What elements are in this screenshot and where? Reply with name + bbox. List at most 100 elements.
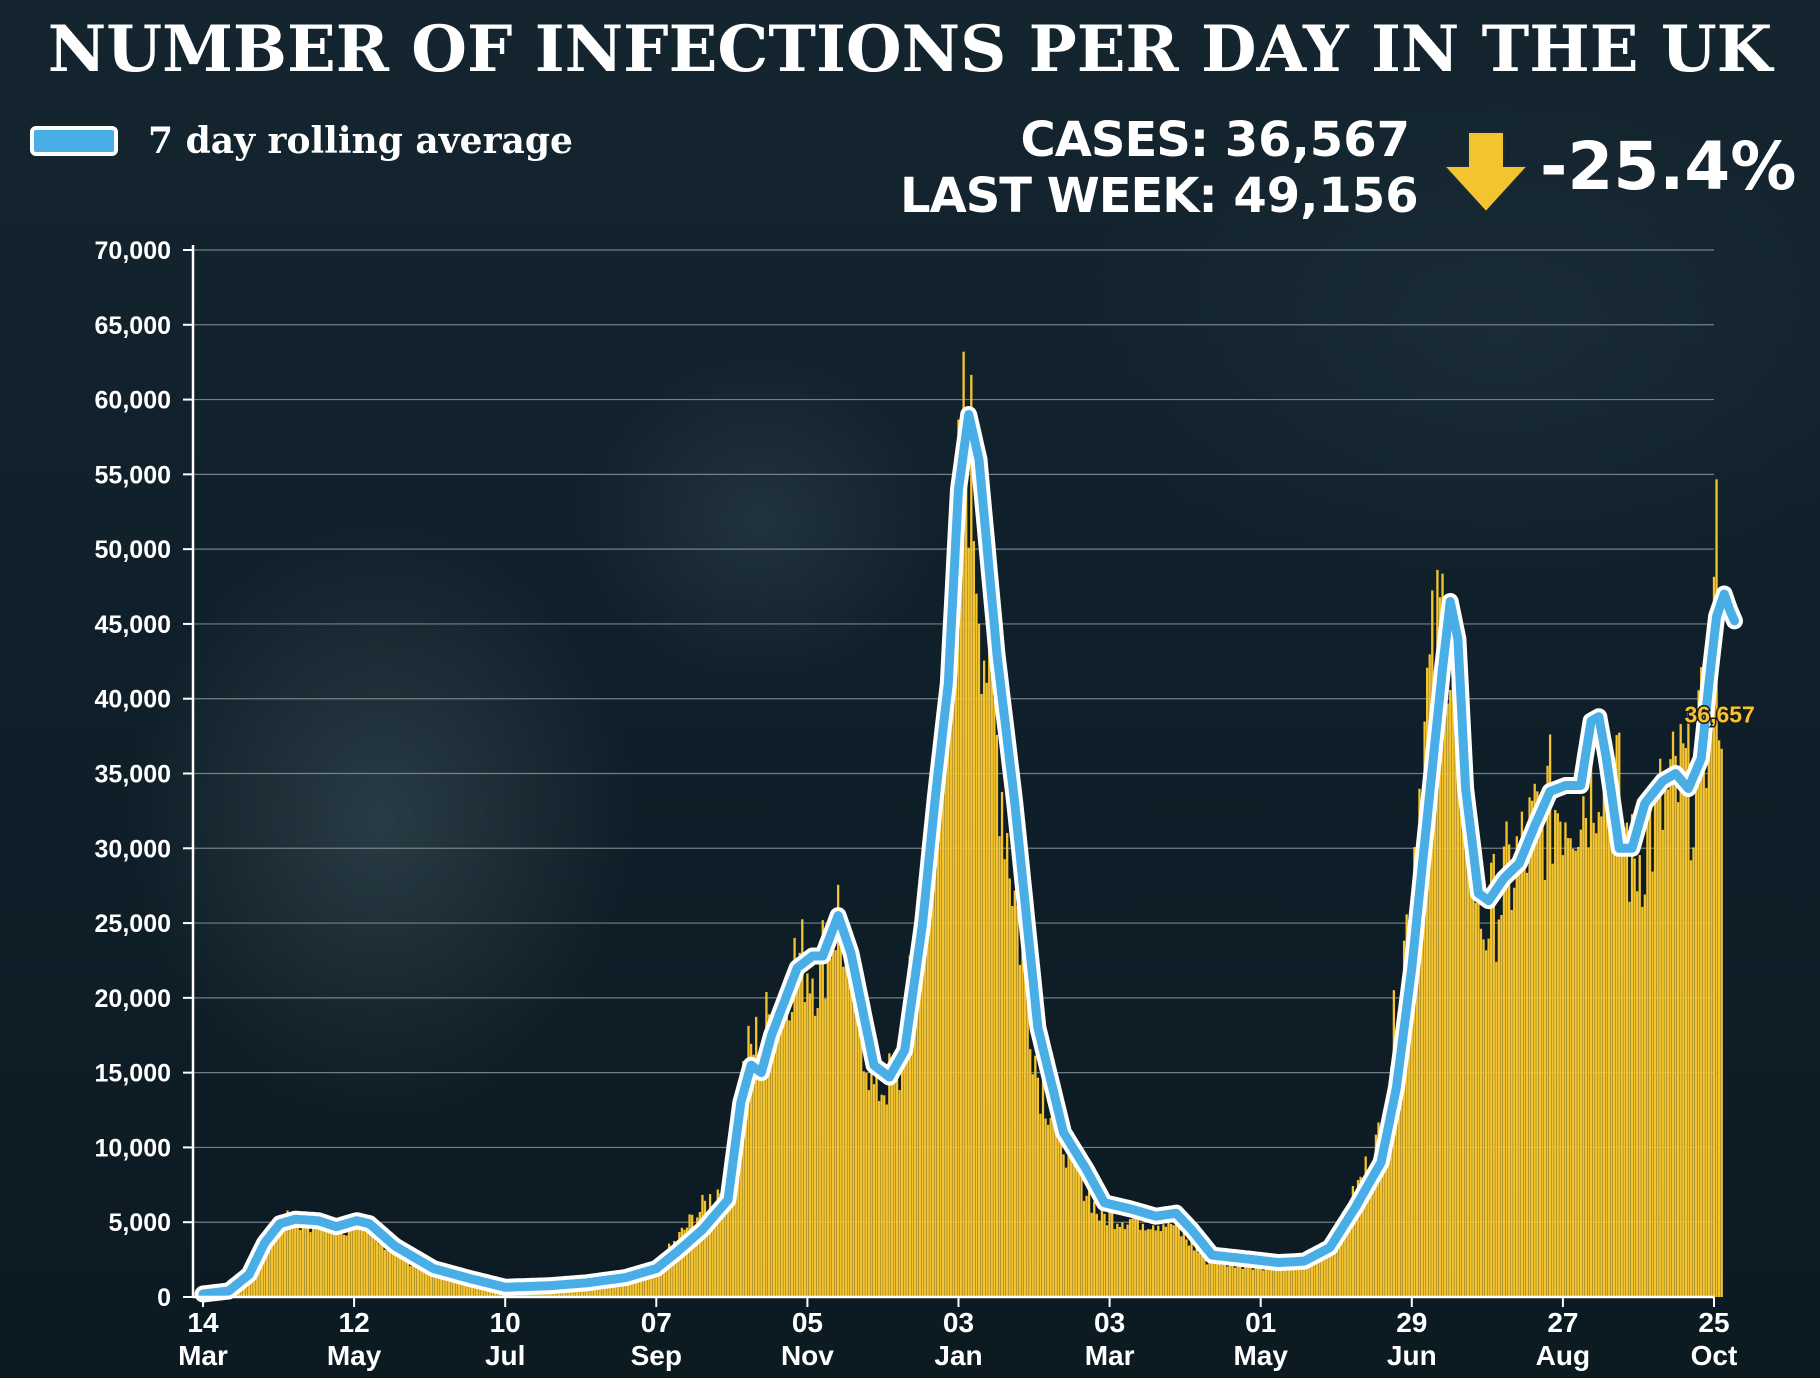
last-week-row: LAST WEEK: 49,156: [900, 168, 1419, 224]
y-tick-label: 70,000: [95, 237, 171, 265]
daily-case-bar: [1292, 1259, 1296, 1297]
daily-case-bar: [1031, 1074, 1034, 1297]
daily-case-bar: [393, 1246, 397, 1297]
daily-case-bar: [355, 1214, 358, 1297]
daily-case-bar: [1397, 1033, 1401, 1297]
daily-case-bar: [368, 1224, 371, 1297]
daily-case-bar: [760, 1045, 763, 1297]
daily-case-bar: [1408, 944, 1411, 1297]
daily-case-bar: [706, 1212, 709, 1297]
daily-case-bar: [639, 1272, 643, 1297]
daily-case-bar: [1692, 847, 1695, 1297]
daily-case-bar: [1262, 1270, 1265, 1297]
daily-case-bar: [1041, 1079, 1045, 1297]
daily-case-bar: [1464, 752, 1467, 1297]
daily-case-bar: [345, 1235, 348, 1297]
daily-case-bar: [1090, 1212, 1093, 1297]
daily-case-bar: [714, 1202, 717, 1297]
daily-case-bar: [852, 999, 855, 1297]
daily-case-bar: [959, 494, 963, 1298]
daily-case-bar: [429, 1268, 433, 1297]
daily-case-bar: [670, 1246, 673, 1297]
daily-case-bar: [1218, 1259, 1221, 1297]
y-tick-label: 65,000: [95, 312, 171, 340]
x-tick-month: Oct: [1691, 1340, 1738, 1371]
daily-case-bar: [1231, 1260, 1234, 1297]
daily-case-bar: [411, 1264, 415, 1297]
daily-case-bar: [309, 1232, 312, 1297]
daily-case-bar: [1351, 1185, 1355, 1297]
daily-case-bar: [683, 1229, 686, 1297]
daily-case-bar: [1402, 940, 1406, 1297]
daily-case-bar: [1361, 1179, 1365, 1297]
daily-case-bar: [1679, 724, 1682, 1297]
x-tick-day: 27: [1547, 1307, 1578, 1338]
daily-case-bar: [1656, 787, 1659, 1297]
daily-case-bar: [1167, 1215, 1170, 1297]
daily-case-bar: [872, 1084, 876, 1297]
daily-case-bar: [596, 1283, 599, 1297]
daily-case-bar: [1305, 1257, 1308, 1297]
daily-case-bar: [483, 1285, 486, 1297]
daily-case-bar: [1441, 573, 1444, 1297]
daily-case-bar: [1543, 879, 1547, 1297]
daily-case-bar: [452, 1277, 456, 1297]
daily-case-bar: [322, 1229, 325, 1297]
daily-case-bar: [1144, 1230, 1147, 1297]
daily-case-bar: [1175, 1220, 1178, 1297]
daily-case-bar: [685, 1227, 689, 1297]
daily-case-bar: [1364, 1156, 1367, 1297]
daily-case-bar: [381, 1237, 384, 1297]
daily-case-bar: [1610, 829, 1613, 1297]
daily-case-bar: [1331, 1241, 1334, 1297]
x-tick-month: Mar: [1085, 1340, 1135, 1371]
daily-case-bar: [1674, 755, 1677, 1297]
daily-case-bar: [1456, 724, 1460, 1297]
daily-case-bar: [749, 1043, 753, 1297]
daily-case-bar: [1272, 1262, 1275, 1297]
daily-case-bar: [913, 975, 917, 1297]
daily-case-bar: [796, 960, 799, 1297]
daily-case-bar: [1308, 1261, 1311, 1297]
daily-case-bar: [1300, 1263, 1303, 1297]
daily-case-bar: [970, 374, 973, 1298]
daily-case-bar: [434, 1274, 438, 1297]
daily-case-bar: [719, 1193, 722, 1297]
daily-case-bar: [1228, 1263, 1232, 1297]
daily-case-bar: [1226, 1266, 1229, 1297]
daily-case-bar: [1151, 1225, 1155, 1297]
daily-case-bar: [1034, 1055, 1037, 1297]
daily-case-bar: [1595, 833, 1598, 1297]
daily-case-bar: [911, 967, 914, 1297]
x-tick-month: Mar: [178, 1340, 228, 1371]
daily-case-bar: [870, 1062, 873, 1297]
daily-case-bar: [1318, 1249, 1321, 1297]
daily-case-bar: [299, 1230, 302, 1297]
x-tick-day: 01: [1245, 1307, 1276, 1338]
daily-case-bar: [1579, 829, 1582, 1297]
daily-case-bar: [660, 1256, 663, 1297]
daily-case-bar: [821, 920, 824, 1297]
daily-case-bar: [816, 1008, 819, 1297]
daily-case-bar: [340, 1226, 343, 1297]
daily-case-bar: [1612, 757, 1616, 1297]
daily-case-bar: [1720, 748, 1723, 1297]
daily-case-bar: [1154, 1230, 1157, 1297]
daily-case-bar: [1615, 735, 1618, 1297]
daily-case-bar: [924, 928, 927, 1297]
daily-case-bar: [1164, 1226, 1168, 1297]
daily-case-bar: [1664, 781, 1667, 1297]
daily-case-bar: [1694, 764, 1698, 1297]
daily-case-bar: [1072, 1149, 1075, 1297]
daily-case-bar: [1313, 1251, 1316, 1297]
daily-case-bar: [731, 1149, 735, 1297]
daily-case-bar: [268, 1231, 271, 1297]
daily-case-bar: [1492, 853, 1495, 1297]
daily-case-bar: [990, 640, 993, 1297]
daily-case-bar: [1502, 846, 1506, 1297]
daily-case-bar: [952, 503, 955, 1297]
daily-case-bar: [877, 1100, 881, 1297]
daily-case-bar: [611, 1279, 614, 1297]
daily-case-bar: [1472, 837, 1475, 1297]
daily-case-bar: [644, 1268, 648, 1297]
